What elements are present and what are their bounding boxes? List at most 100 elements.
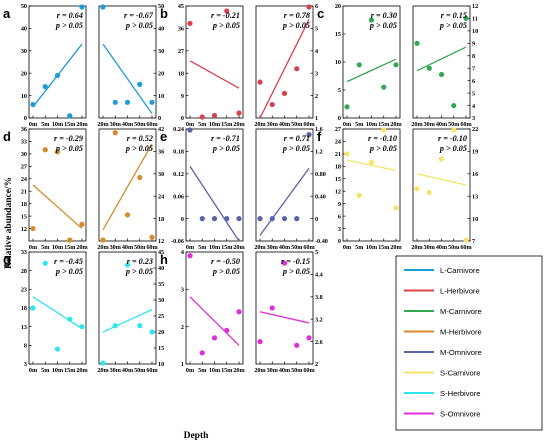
y-tick-label: 6 (315, 3, 318, 10)
x-tick-label: 10m (209, 367, 221, 374)
panel-g-1: 3 8 13 18 23 28 33 0m 5m 10m 15m 20m r = -0.45p > 0.… (21, 249, 89, 374)
data-point (294, 216, 300, 222)
x-tick-label: 50m (448, 121, 460, 128)
y-tick-label: 5 (315, 249, 318, 256)
data-point (100, 360, 106, 366)
panel-c-2: 3 4 5 6 7 8 9 10 11 12 20m 30m 40m 50m 60m r = 0.15p > … (411, 3, 478, 128)
y-tick-label: 18 (335, 164, 341, 171)
x-tick-label: 10m (52, 121, 64, 128)
fit-line (416, 46, 467, 72)
x-tick-label: 20m (254, 367, 266, 374)
y-axis-title: Relative abundance/% (4, 177, 14, 269)
y-tick-label: 18 (178, 70, 184, 77)
legend-item-label: L-Carnivore (440, 266, 480, 275)
y-tick-label: 9 (338, 201, 341, 208)
y-tick-label: 0.06 (173, 193, 184, 200)
x-tick-label: 20m (254, 244, 266, 251)
x-tick-label: 60m (146, 244, 158, 251)
data-point (414, 186, 420, 192)
fit-line (189, 60, 240, 89)
r-value: r = 0.64 (57, 11, 83, 20)
x-tick-label: 15m (64, 367, 76, 374)
data-point (112, 99, 118, 105)
data-point (344, 151, 350, 157)
x-tick-label: 0m (186, 121, 195, 128)
y-tick-label: 4 (315, 48, 318, 55)
data-point (257, 216, 263, 222)
panel-g-2: 10 15 20 25 30 35 40 45 20m 30m 40m 50m 60m r = 0.23p… (97, 249, 164, 374)
y-tick-label: 15 (335, 176, 341, 183)
data-point (149, 234, 155, 240)
fit-line (102, 143, 153, 231)
p-value: p > 0.05 (369, 21, 397, 30)
x-tick-label: 40m (122, 121, 134, 128)
p-value: p > 0.05 (125, 144, 153, 153)
x-tick-label: 60m (460, 121, 472, 128)
p-value: p > 0.05 (282, 267, 310, 276)
data-point (224, 8, 230, 14)
x-tick-label: 10m (52, 367, 64, 374)
data-point (30, 101, 36, 108)
x-tick-label: 15m (64, 244, 76, 251)
y-tick-label: 3 (472, 115, 475, 122)
y-tick-label: 36 (158, 149, 164, 156)
y-tick-label: 0 (315, 216, 318, 223)
y-tick-label: 6 (338, 213, 341, 220)
data-point (187, 127, 193, 133)
p-value: p > 0.05 (282, 144, 310, 153)
p-value: p > 0.05 (125, 267, 153, 276)
panel-b-2: 1 2 3 4 5 6 20m 30m 40m 50m 60m r = 0.78p > 0.05 (254, 3, 318, 128)
x-tick-label: 30m (424, 121, 436, 128)
data-point (236, 309, 242, 315)
x-tick-label: 50m (448, 244, 460, 251)
y-tick-label: 36 (21, 126, 27, 133)
legend: L-Carnivore L-Herbivore M-Carnivore M-Herbi… (395, 255, 543, 431)
data-point (224, 216, 230, 222)
data-point (149, 99, 155, 105)
y-tick-label: 6 (472, 78, 475, 85)
y-tick-label: 19 (472, 149, 478, 156)
legend-item-label: M-Herbivore (440, 327, 482, 336)
y-tick-label: 8 (24, 343, 27, 350)
legend-item-label: S-Carnivore (440, 368, 481, 377)
data-point (137, 174, 143, 181)
y-tick-label: 40 (158, 265, 164, 272)
y-tick-label: 1.2 (315, 149, 323, 156)
panel-e-2: -0.40 0 0.40 0.80 1.2 1.6 20m 30m 40m 50m 60m r = 0… (254, 126, 328, 251)
data-point (79, 4, 85, 10)
x-tick-label: 15m (221, 367, 233, 374)
p-value: p > 0.05 (125, 21, 153, 30)
legend-item-label: L-Herbivore (440, 286, 480, 295)
y-tick-label: 1.6 (315, 126, 323, 133)
x-tick-label: 50m (134, 121, 146, 128)
y-tick-label: 24 (335, 139, 341, 146)
fit-line (189, 165, 240, 242)
panel-letter-g: g (3, 252, 11, 267)
data-point (187, 20, 193, 27)
y-tick-label: 13 (472, 193, 478, 200)
y-tick-label: 2.6 (315, 339, 323, 346)
legend-item-label: S-Herbivore (440, 389, 481, 398)
data-point (124, 212, 131, 218)
data-point (42, 147, 48, 153)
x-tick-label: 40m (122, 367, 134, 374)
p-value: p > 0.05 (282, 21, 310, 30)
data-point (199, 350, 205, 356)
y-tick-label: 4 (181, 249, 184, 256)
panel-letter-c: c (317, 6, 324, 21)
data-point (30, 305, 36, 311)
data-point (149, 329, 155, 335)
data-point (426, 65, 432, 71)
y-tick-label: 23 (21, 287, 27, 294)
fit-line (346, 58, 397, 83)
data-point (257, 339, 263, 345)
x-tick-label: 30m (110, 121, 122, 128)
y-tick-label: 20 (158, 70, 164, 77)
data-point (426, 189, 432, 196)
x-axis-title: Depth (184, 431, 210, 441)
x-tick-label: 5m (198, 121, 207, 128)
r-value: r = -0.15 (281, 257, 310, 266)
